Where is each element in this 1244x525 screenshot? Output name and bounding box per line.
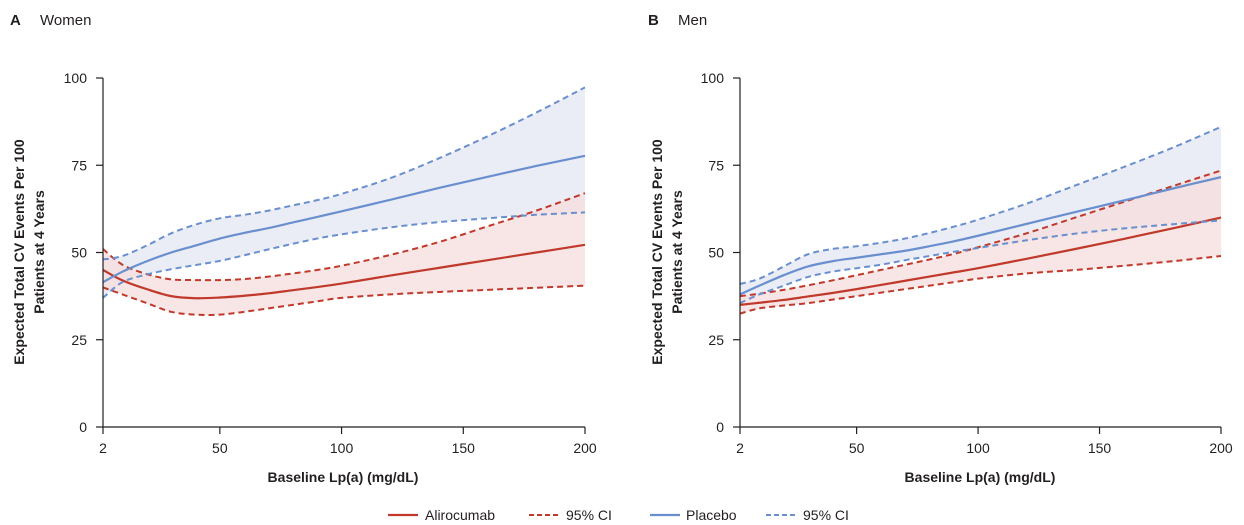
legend: Alirocumab 95% CI Placebo 95% CI (388, 507, 849, 523)
panel-a-x-tick-label: 200 (573, 440, 597, 456)
panel-b-x-tick-label: 100 (966, 440, 990, 456)
panel-women: A Women 0 25 50 75 100 2 50 100 150 200 Baseline … (10, 12, 597, 485)
panel-b-y-axis-title-line2: Patients at 4 Years (669, 190, 685, 314)
panel-a-x-tick-label: 2 (99, 440, 107, 456)
panel-b-y-tick-label: 100 (701, 70, 725, 86)
panel-b-y-tick-label: 0 (716, 419, 724, 435)
legend-label-placebo: Placebo (686, 507, 737, 523)
legend-item-placebo-ci: 95% CI (766, 507, 849, 523)
panel-a-alirocumab-ci-upper-line (102, 192, 586, 282)
panel-b-y-tick-label: 25 (708, 332, 724, 348)
panel-b-y-tick-label: 50 (708, 245, 724, 261)
panel-b-x-tick-label: 150 (1088, 440, 1112, 456)
panel-b-letter: B (648, 12, 659, 29)
panel-a-y-tick-label: 0 (79, 419, 87, 435)
panel-b-alirocumab-ci-lower-line (739, 254, 1222, 315)
panel-b-alirocumab-line (739, 216, 1222, 306)
panel-a-x-axis-title: Baseline Lp(a) (mg/dL) (268, 469, 419, 485)
panel-a-alirocumab-ci-band (103, 193, 585, 315)
panel-b-placebo-ci-lower-line (739, 219, 1222, 305)
panel-b-title: Men (678, 12, 707, 29)
panel-b-placebo-line (739, 176, 1222, 296)
legend-label-alirocumab-ci: 95% CI (566, 507, 612, 523)
legend-item-placebo: Placebo (650, 507, 737, 523)
panel-a-placebo-ci-band (103, 87, 585, 298)
legend-item-alirocumab: Alirocumab (388, 507, 495, 523)
panel-a-x-tick-label: 150 (452, 440, 476, 456)
panel-a-placebo-ci-lower-line (102, 211, 586, 299)
legend-label-alirocumab: Alirocumab (425, 507, 495, 523)
panel-a-y-tick-label: 100 (64, 70, 88, 86)
panel-b-ci-bands (740, 126, 1221, 314)
panel-a-x-tick-label: 100 (330, 440, 354, 456)
panel-a-axes: 0 25 50 75 100 2 50 100 150 200 (64, 70, 597, 456)
panel-a-title: Women (40, 12, 91, 29)
panel-b-axes: 0 25 50 75 100 2 50 100 150 200 (701, 70, 1233, 456)
panel-a-lines (102, 86, 586, 316)
panel-b-y-tick-label: 75 (708, 157, 724, 173)
panel-a-letter: A (10, 12, 21, 29)
panel-a-y-tick-label: 50 (71, 245, 87, 261)
panel-a-y-tick-label: 75 (71, 157, 87, 173)
panel-a-ci-bands (103, 87, 585, 315)
panel-b-placebo-ci-band (740, 126, 1221, 304)
panel-b-placebo-ci-upper-line (739, 125, 1222, 285)
panel-b-lines (739, 125, 1222, 315)
panel-a-alirocumab-line (102, 243, 586, 300)
panel-b-alirocumab-ci-upper-line (739, 169, 1222, 298)
legend-item-alirocumab-ci: 95% CI (529, 507, 612, 523)
legend-label-placebo-ci: 95% CI (803, 507, 849, 523)
panel-b-y-axis-title-line1: Expected Total CV Events Per 100 (649, 139, 665, 365)
panel-a-placebo-line (102, 154, 586, 284)
panel-b-x-tick-label: 50 (849, 440, 865, 456)
panel-a-alirocumab-ci-lower-line (102, 284, 586, 316)
panel-a-y-tick-label: 25 (71, 332, 87, 348)
panel-a-x-tick-label: 50 (212, 440, 228, 456)
panel-b-x-tick-label: 200 (1209, 440, 1233, 456)
panel-b-alirocumab-ci-band (740, 170, 1221, 314)
panel-men: B Men 0 25 50 75 100 2 50 100 150 200 Baseline Lp… (648, 12, 1233, 485)
panel-a-y-axis-title-line2: Patients at 4 Years (31, 190, 47, 314)
panel-b-x-axis-title: Baseline Lp(a) (mg/dL) (905, 469, 1056, 485)
panel-a-y-axis-title-line1: Expected Total CV Events Per 100 (11, 139, 27, 365)
panel-b-x-tick-label: 2 (736, 440, 744, 456)
